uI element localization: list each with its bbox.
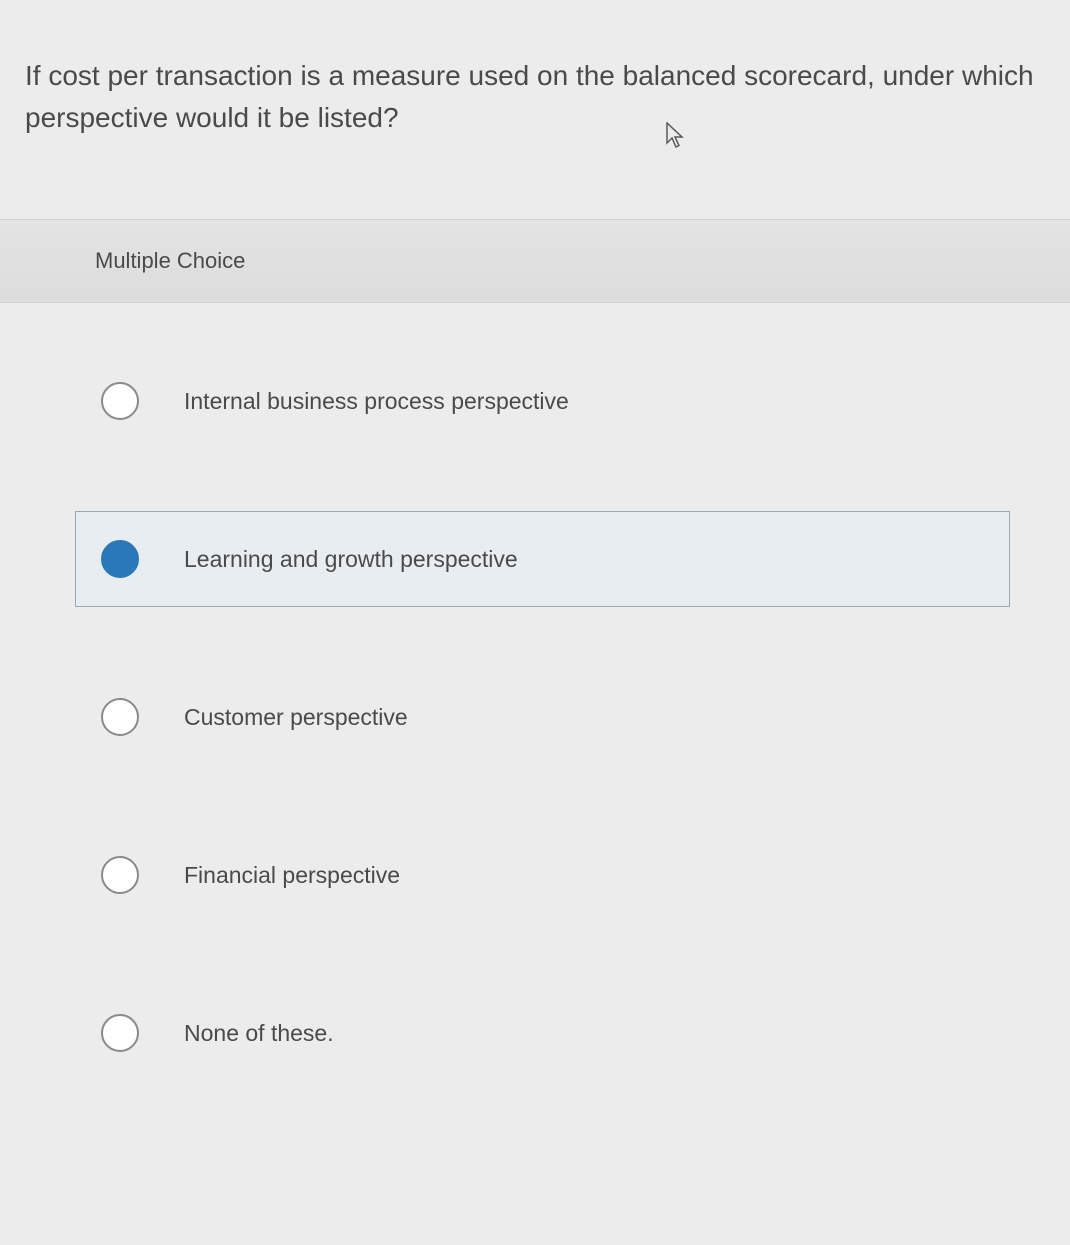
cursor-icon bbox=[665, 122, 687, 150]
radio-icon bbox=[101, 1014, 139, 1052]
option-label: Financial perspective bbox=[184, 862, 400, 889]
radio-icon bbox=[101, 698, 139, 736]
radio-icon bbox=[101, 382, 139, 420]
option-1[interactable]: Learning and growth perspective bbox=[75, 511, 1010, 607]
option-4[interactable]: None of these. bbox=[75, 985, 1010, 1081]
radio-icon bbox=[101, 540, 139, 578]
question-text: If cost per transaction is a measure use… bbox=[25, 55, 1045, 139]
option-label: Learning and growth perspective bbox=[184, 546, 518, 573]
radio-icon bbox=[101, 856, 139, 894]
question-area: If cost per transaction is a measure use… bbox=[0, 0, 1070, 179]
multiple-choice-header: Multiple Choice bbox=[0, 219, 1070, 303]
option-0[interactable]: Internal business process perspective bbox=[75, 353, 1010, 449]
option-label: Customer perspective bbox=[184, 704, 408, 731]
option-3[interactable]: Financial perspective bbox=[75, 827, 1010, 923]
option-2[interactable]: Customer perspective bbox=[75, 669, 1010, 765]
options-container: Internal business process perspective Le… bbox=[0, 303, 1070, 1183]
option-label: Internal business process perspective bbox=[184, 388, 569, 415]
option-label: None of these. bbox=[184, 1020, 334, 1047]
